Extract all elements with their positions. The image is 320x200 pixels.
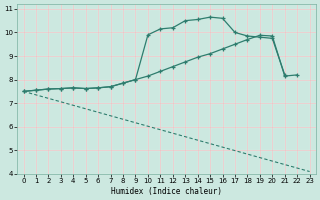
X-axis label: Humidex (Indice chaleur): Humidex (Indice chaleur) xyxy=(111,187,222,196)
